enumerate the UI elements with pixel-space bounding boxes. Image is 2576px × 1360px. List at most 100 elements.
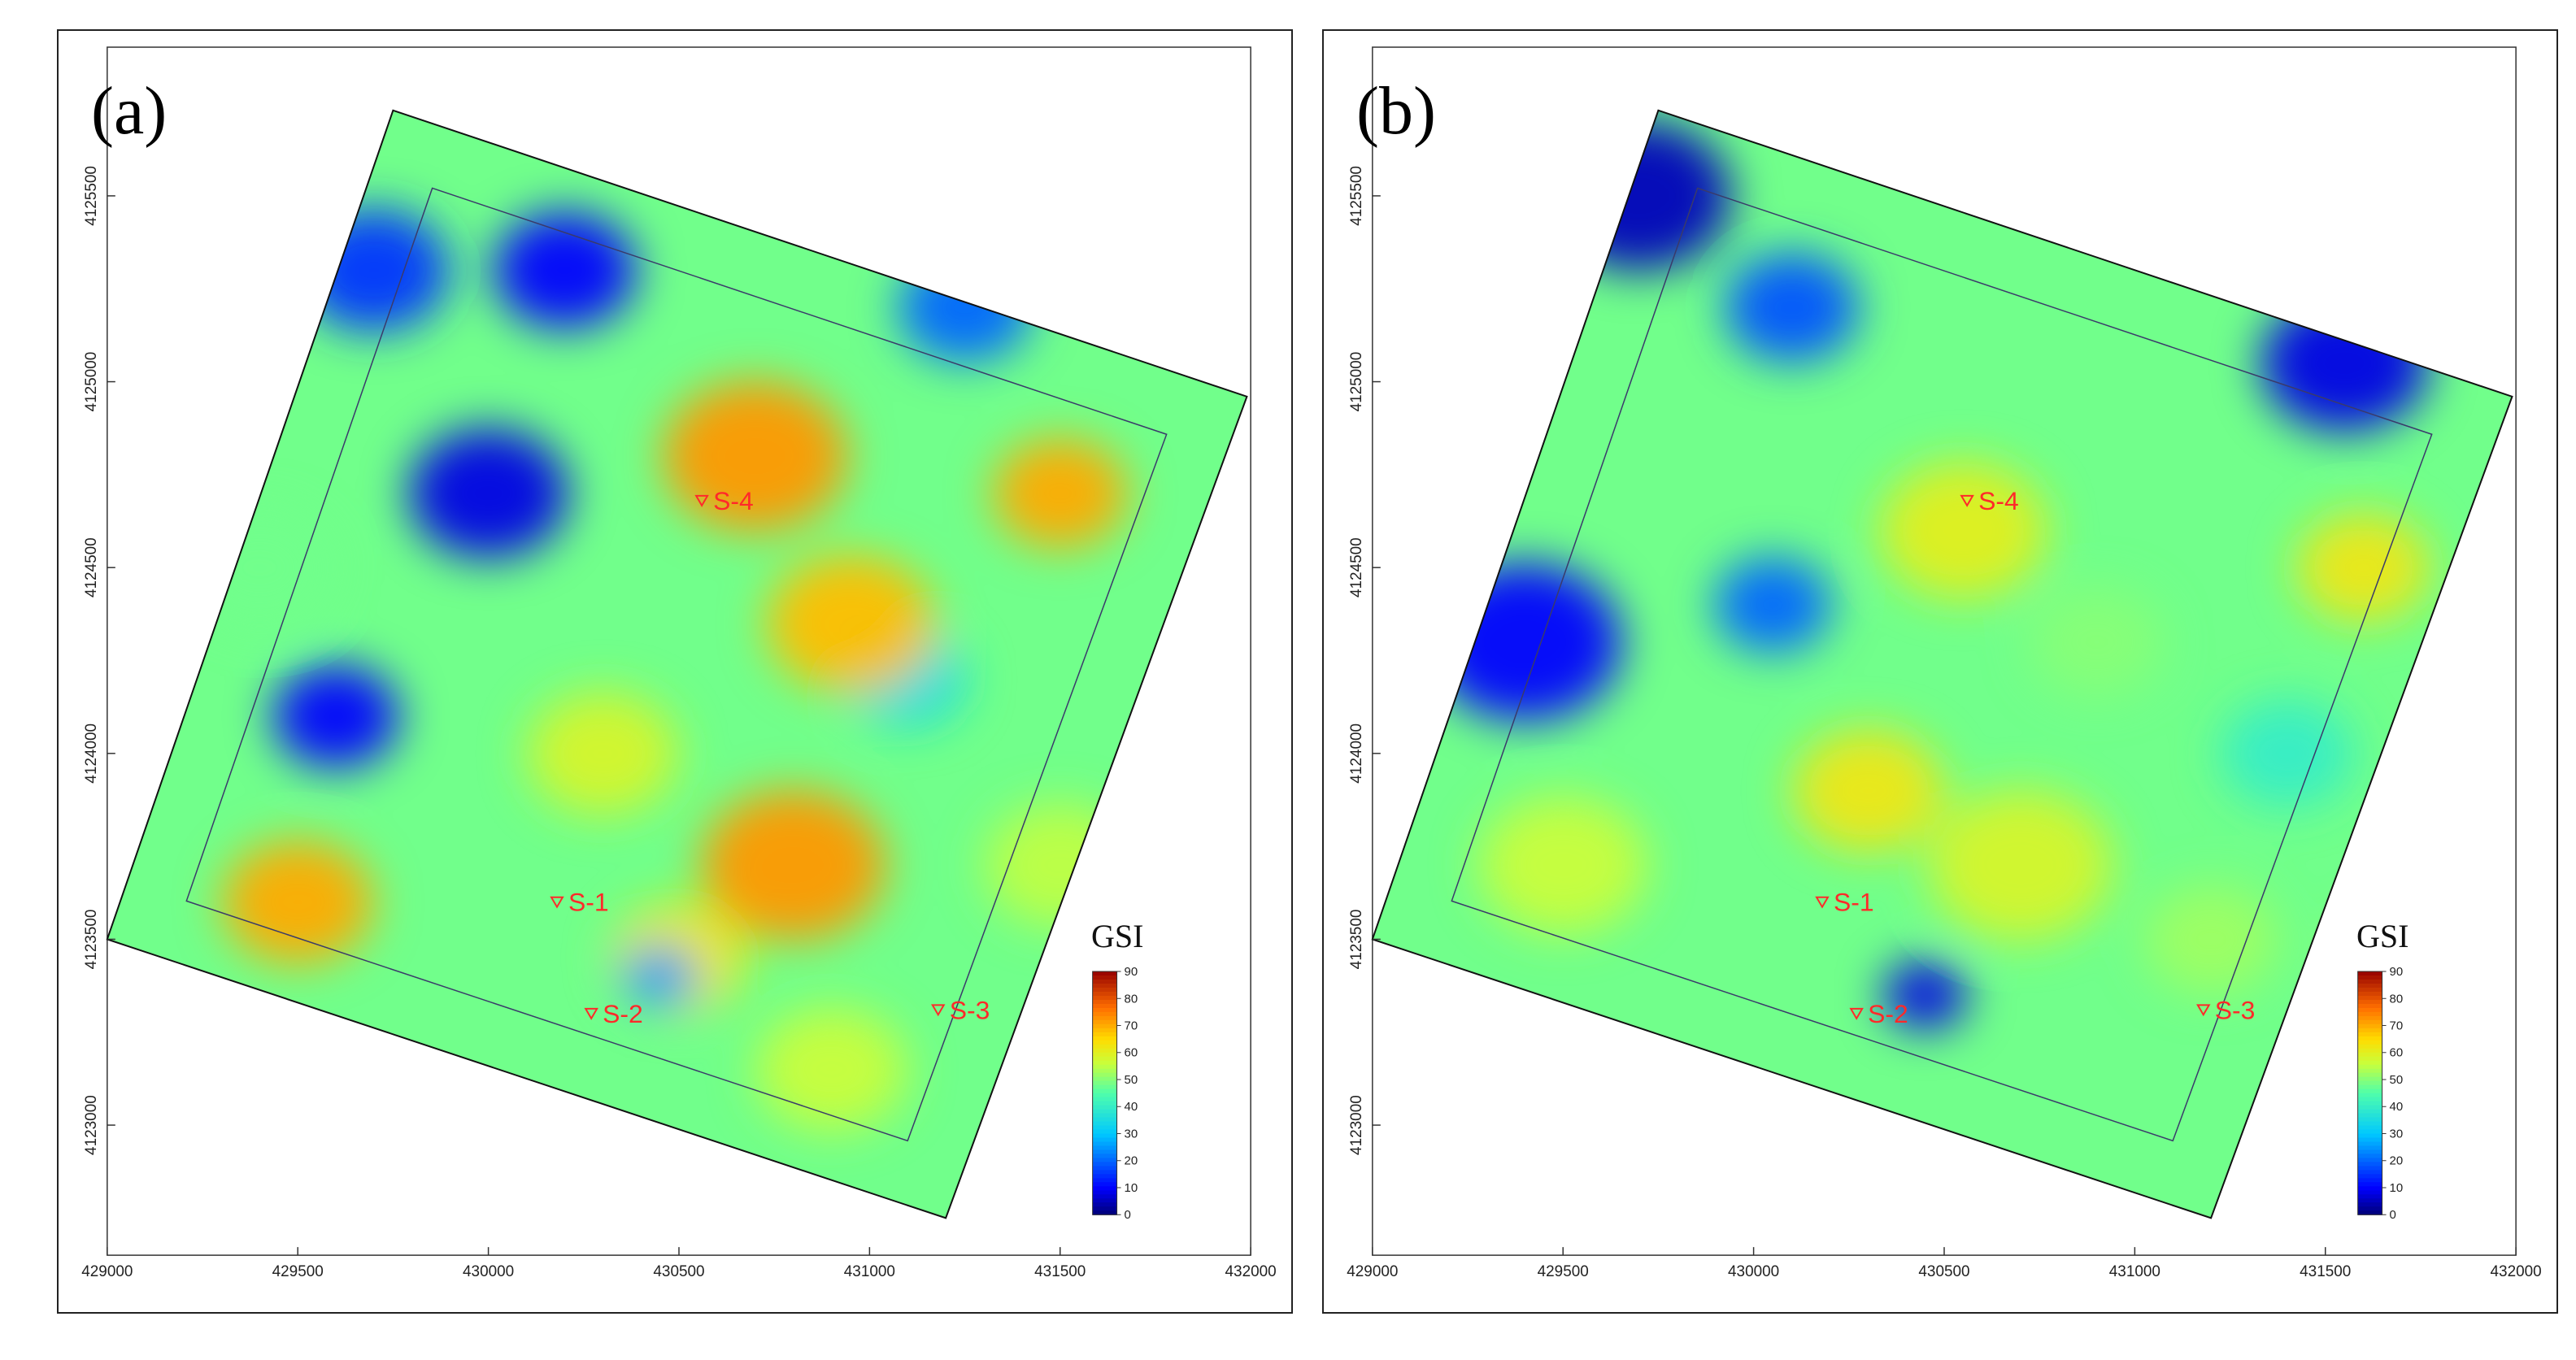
y-tick-label: 4123500 bbox=[1348, 910, 1365, 970]
field-blob bbox=[1428, 563, 1621, 721]
colorbar-segment bbox=[2357, 1113, 2382, 1119]
field-blob bbox=[1713, 556, 1832, 653]
colorbar-segment bbox=[1092, 1028, 1117, 1033]
station-label: S-4 bbox=[713, 486, 754, 515]
colorbar-segment bbox=[2357, 1044, 2382, 1049]
colorbar-segment bbox=[2357, 1023, 2382, 1029]
colorbar-segment bbox=[2357, 1190, 2382, 1195]
colorbar-segment bbox=[1092, 1056, 1117, 1062]
x-tick-label: 429000 bbox=[81, 1263, 133, 1280]
colorbar-segment bbox=[1092, 975, 1117, 980]
x-tick-label: 430500 bbox=[653, 1263, 704, 1280]
field-blob bbox=[898, 252, 1033, 363]
colorbar-segment bbox=[2357, 1011, 2382, 1017]
colorbar-segment bbox=[1092, 1210, 1117, 1215]
colorbar-segment bbox=[1092, 1186, 1117, 1191]
colorbar-segment bbox=[1092, 1194, 1117, 1199]
field-blob bbox=[1882, 960, 1968, 1030]
colorbar-tick-label: 20 bbox=[1125, 1154, 1138, 1168]
field-blob bbox=[2261, 294, 2429, 432]
colorbar-segment bbox=[1092, 1072, 1117, 1078]
y-tick-label: 4123000 bbox=[83, 1095, 100, 1155]
colorbar-segment bbox=[2357, 1158, 2382, 1163]
colorbar-segment bbox=[1092, 1154, 1117, 1159]
colorbar-segment bbox=[1092, 971, 1117, 976]
colorbar-tick-label: 90 bbox=[2390, 965, 2404, 979]
colorbar-segment bbox=[1092, 1084, 1117, 1090]
colorbar-segment bbox=[1092, 1109, 1117, 1115]
colorbar-tick-label: 40 bbox=[2390, 1100, 2404, 1114]
colorbar-tick-label: 40 bbox=[1125, 1100, 1138, 1114]
colorbar-segment bbox=[2357, 1003, 2382, 1009]
colorbar-segment bbox=[2357, 1149, 2382, 1155]
colorbar-segment bbox=[1092, 1011, 1117, 1017]
colorbar-tick-label: 10 bbox=[1125, 1181, 1138, 1195]
station-marker bbox=[694, 494, 709, 507]
colorbar-segment bbox=[2357, 975, 2382, 980]
station-label: S-3 bbox=[950, 995, 990, 1024]
field-blob bbox=[2296, 512, 2431, 623]
colorbar-segment bbox=[2357, 1028, 2382, 1033]
colorbar-segment bbox=[2357, 983, 2382, 988]
field-blob bbox=[1928, 789, 2113, 941]
field-blob bbox=[1879, 462, 2047, 599]
colorbar-segment bbox=[2357, 1097, 2382, 1102]
colorbar-tick-label: 90 bbox=[1125, 965, 1138, 979]
colorbar-segment bbox=[1092, 999, 1117, 1005]
station-marker bbox=[1960, 494, 1974, 507]
colorbar-segment bbox=[1092, 1068, 1117, 1074]
colorbar-tick-label: 80 bbox=[1125, 992, 1138, 1006]
station-label: S-2 bbox=[1868, 999, 1908, 1028]
colorbar-segment bbox=[1092, 1129, 1117, 1135]
colorbar-segment bbox=[1092, 1019, 1117, 1025]
colorbar-segment bbox=[1092, 1105, 1117, 1110]
colorbar-segment bbox=[2357, 1019, 2382, 1025]
x-tick-label: 430000 bbox=[463, 1263, 514, 1280]
survey-boundary bbox=[1451, 187, 2433, 1142]
chart-svg-b: 429000 429500 430000 430500 431000 431500 4320… bbox=[1347, 46, 2542, 1280]
y-tick-label: 4124500 bbox=[83, 537, 100, 597]
colorbar-tick-label: 60 bbox=[1125, 1046, 1138, 1060]
colorbar-segment bbox=[2357, 1036, 2382, 1041]
colorbar-segment bbox=[1092, 1170, 1117, 1175]
x-tick-label: 429500 bbox=[1538, 1263, 1589, 1280]
field-blob bbox=[222, 840, 374, 964]
colorbar-segment bbox=[2357, 1048, 2382, 1054]
x-tick-label: 431000 bbox=[844, 1263, 895, 1280]
station-marker bbox=[1849, 1007, 1864, 1020]
colorbar-segment bbox=[1092, 1141, 1117, 1147]
colorbar-segment bbox=[2357, 1194, 2382, 1199]
colorbar-segment bbox=[2357, 1202, 2382, 1207]
colorbar-segment bbox=[1092, 1060, 1117, 1066]
survey-boundary bbox=[185, 187, 1168, 1142]
colorbar-segment bbox=[2357, 1088, 2382, 1094]
field-blob bbox=[188, 509, 332, 626]
colorbar-tick-label: 70 bbox=[1125, 1019, 1138, 1033]
colorbar-tick-label: 70 bbox=[2390, 1019, 2404, 1033]
y-tick-label: 4125500 bbox=[1348, 166, 1365, 226]
colorbar-segment bbox=[1092, 1125, 1117, 1131]
colorbar-segment bbox=[2357, 1015, 2382, 1021]
field-blob bbox=[527, 691, 679, 815]
field-blob bbox=[298, 208, 450, 332]
colorbar-segment bbox=[2357, 1182, 2382, 1187]
station-marker bbox=[1815, 896, 1830, 909]
colorbar-segment bbox=[2357, 1093, 2382, 1098]
station-marker bbox=[931, 1004, 946, 1017]
chart-panel-b: 429000 429500 430000 430500 431000 431500 4320… bbox=[1322, 29, 2558, 1314]
station-label: S-2 bbox=[603, 999, 643, 1028]
colorbar-segment bbox=[2357, 1162, 2382, 1167]
field-blob bbox=[1547, 120, 1732, 272]
colorbar-tick-label: 80 bbox=[2390, 992, 2404, 1006]
colorbar-segment bbox=[2357, 1166, 2382, 1171]
colorbar-segment bbox=[1092, 1003, 1117, 1009]
colorbar-segment bbox=[2357, 1101, 2382, 1106]
colorbar-segment bbox=[1092, 983, 1117, 988]
colorbar-segment bbox=[1092, 1088, 1117, 1094]
colorbar-segment bbox=[1092, 1190, 1117, 1195]
x-tick-label: 430500 bbox=[1918, 1263, 1969, 1280]
colorbar-segment bbox=[1092, 1093, 1117, 1098]
panel-label-b: (b) bbox=[1356, 73, 1436, 149]
colorbar-segment bbox=[2357, 1137, 2382, 1143]
colorbar-segment bbox=[2357, 1206, 2382, 1211]
